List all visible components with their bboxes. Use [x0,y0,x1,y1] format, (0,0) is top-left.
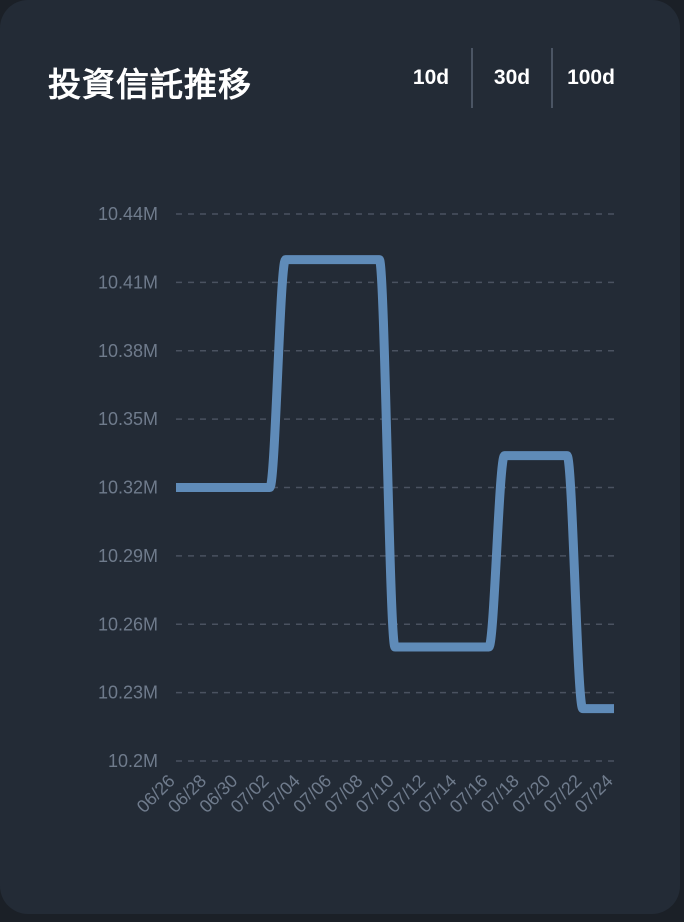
range-tab-10d[interactable]: 10d [412,66,450,89]
y-tick-label: 10.41M [98,272,158,292]
y-tick-label: 10.23M [98,683,158,703]
range-divider [471,48,473,108]
y-tick-label: 10.29M [98,546,158,566]
series-layer [175,255,614,714]
y-tick-label: 10.44M [98,204,158,224]
y-tick-label: 10.35M [98,409,158,429]
range-tab-100d[interactable]: 100d [567,66,615,89]
range-tab-30d[interactable]: 30d [493,66,531,89]
range-divider [551,48,553,108]
x-axis: 06/2606/2806/3007/0207/0407/0607/0807/10… [133,771,617,817]
y-tick-label: 10.26M [98,614,158,634]
range-selector: 10d 30d 100d [391,48,629,108]
y-tick-label: 10.2M [108,751,158,771]
y-tick-label: 10.32M [98,478,158,498]
chart-title: 投資信託推移 [48,65,252,104]
series-line [175,255,614,714]
y-axis: 10.2M 10.23M 10.26M 10.29M 10.32M 10.35M 10.38… [98,204,158,771]
y-tick-label: 10.38M [98,341,158,361]
